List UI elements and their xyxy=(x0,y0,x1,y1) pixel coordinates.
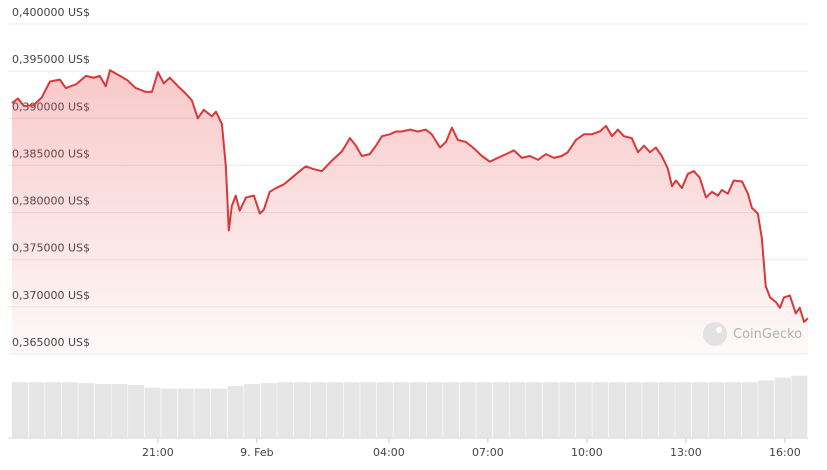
volume-bar xyxy=(293,382,310,438)
volume-bar xyxy=(260,383,277,438)
volume-bar xyxy=(144,387,161,438)
volume-bar xyxy=(177,388,194,438)
volume-bar xyxy=(774,377,791,438)
volume-bar xyxy=(642,382,659,438)
volume-bar xyxy=(277,382,294,438)
volume-bar xyxy=(28,382,45,438)
volume-bar xyxy=(758,380,775,438)
watermark: CoinGecko xyxy=(703,322,802,346)
volume-bar xyxy=(443,382,460,438)
watermark-logo-eye xyxy=(716,327,722,333)
price-line xyxy=(11,69,809,323)
y-tick-label: 0,395000 US$ xyxy=(12,53,90,66)
volume-bar xyxy=(791,375,808,438)
x-tick-label: 04:00 xyxy=(373,446,405,459)
y-tick-label: 0,400000 US$ xyxy=(12,6,90,19)
volume-bar xyxy=(61,382,78,438)
volume-bar xyxy=(161,388,178,438)
volume-bar xyxy=(376,382,393,438)
volume-bar xyxy=(592,382,609,438)
watermark-text: CoinGecko xyxy=(733,327,802,342)
volume-bar xyxy=(476,382,493,438)
x-tick-label: 10:00 xyxy=(571,446,603,459)
volume-bar xyxy=(526,382,543,438)
volume-bar xyxy=(94,384,111,438)
volume-bar xyxy=(128,384,145,438)
volume-bar xyxy=(426,382,443,438)
x-tick-label: 13:00 xyxy=(670,446,702,459)
volume-bar xyxy=(111,384,128,438)
volume-bar xyxy=(244,384,261,438)
x-tick-label: 16:00 xyxy=(769,446,801,459)
volume-bar xyxy=(410,382,426,438)
volume-bar xyxy=(393,382,410,438)
volume-bar xyxy=(211,388,227,438)
volume-bar xyxy=(78,383,95,438)
volume-bar xyxy=(708,382,725,438)
volume-bar xyxy=(575,382,592,438)
volume-bar xyxy=(310,382,327,438)
volume-bar xyxy=(691,382,708,438)
volume-bar xyxy=(725,382,742,438)
volume-bar xyxy=(609,382,625,438)
watermark-logo xyxy=(703,322,727,346)
volume-bar xyxy=(542,382,559,438)
volume-bar xyxy=(343,382,360,438)
volume-bar xyxy=(492,382,509,438)
price-area xyxy=(12,70,808,354)
volume-bar xyxy=(45,382,62,438)
x-tick-label: 9. Feb xyxy=(240,446,273,459)
volume-bar xyxy=(227,385,244,438)
volume-bar xyxy=(658,382,675,438)
volume-bar xyxy=(12,382,28,438)
volume-bar xyxy=(559,382,576,438)
x-tick-label: 07:00 xyxy=(472,446,504,459)
volume-bar xyxy=(327,382,344,438)
volume-bar xyxy=(741,382,758,438)
volume-bar xyxy=(509,382,526,438)
volume-bar xyxy=(459,382,476,438)
volume-bar xyxy=(360,382,377,438)
volume-bar xyxy=(194,388,211,438)
volume-bar xyxy=(675,382,692,438)
volume-bar xyxy=(625,382,642,438)
x-tick-label: 21:00 xyxy=(142,446,174,459)
